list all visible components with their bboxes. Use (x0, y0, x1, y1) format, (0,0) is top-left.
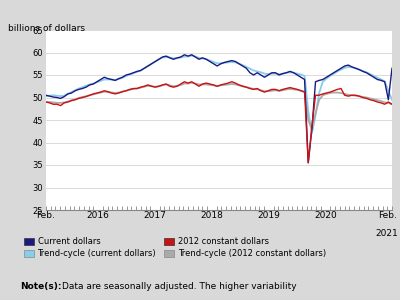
Text: billions of dollars: billions of dollars (8, 24, 85, 33)
Text: 2021: 2021 (376, 230, 398, 238)
Text: Data are seasonally adjusted. The higher variability: Data are seasonally adjusted. The higher… (62, 282, 297, 291)
Text: Note(s):: Note(s): (20, 282, 62, 291)
Legend: Current dollars, Trend-cycle (current dollars), 2012 constant dollars, Trend-cyc: Current dollars, Trend-cycle (current do… (24, 237, 326, 258)
